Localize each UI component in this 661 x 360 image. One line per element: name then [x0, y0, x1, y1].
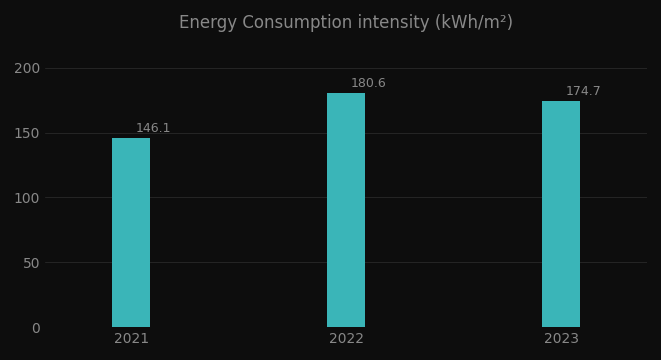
Bar	[112, 138, 151, 327]
Text: 146.1: 146.1	[136, 122, 171, 135]
Text: 180.6: 180.6	[350, 77, 386, 90]
Text: 174.7: 174.7	[565, 85, 601, 98]
Bar	[542, 100, 580, 327]
Title: Energy Consumption intensity (kWh/m²): Energy Consumption intensity (kWh/m²)	[179, 14, 513, 32]
Bar	[327, 93, 366, 327]
